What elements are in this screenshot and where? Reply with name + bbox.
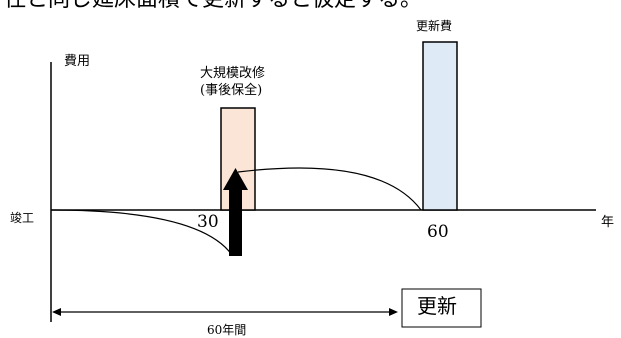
major-repair-label-line1: 大規模改修 <box>200 66 266 81</box>
period-arrow-right-head <box>389 308 398 316</box>
year-60-label: 60 <box>427 222 449 242</box>
year-30-label: 30 <box>197 212 219 232</box>
header-text: 住と同じ延床面積で更新すると仮定する。 <box>4 0 422 11</box>
major-repair-label-line2: (事後保全) <box>200 83 263 98</box>
period-label: 60年間 <box>207 323 247 337</box>
post-repair-curve <box>237 167 422 211</box>
renewal-cost-label: 更新費 <box>416 19 453 33</box>
renewal-box <box>401 288 482 328</box>
renewal-box-label: 更新 <box>417 294 457 318</box>
renewal-cost-bar <box>422 41 458 211</box>
period-arrow-left-head <box>52 308 61 316</box>
deterioration-curve <box>50 209 233 256</box>
y-axis-label: 費用 <box>64 54 91 69</box>
repair-arrow-head <box>223 168 248 190</box>
repair-arrow-shaft <box>229 188 242 256</box>
x-axis-label: 年 <box>601 215 615 230</box>
origin-label: 竣工 <box>10 211 35 225</box>
